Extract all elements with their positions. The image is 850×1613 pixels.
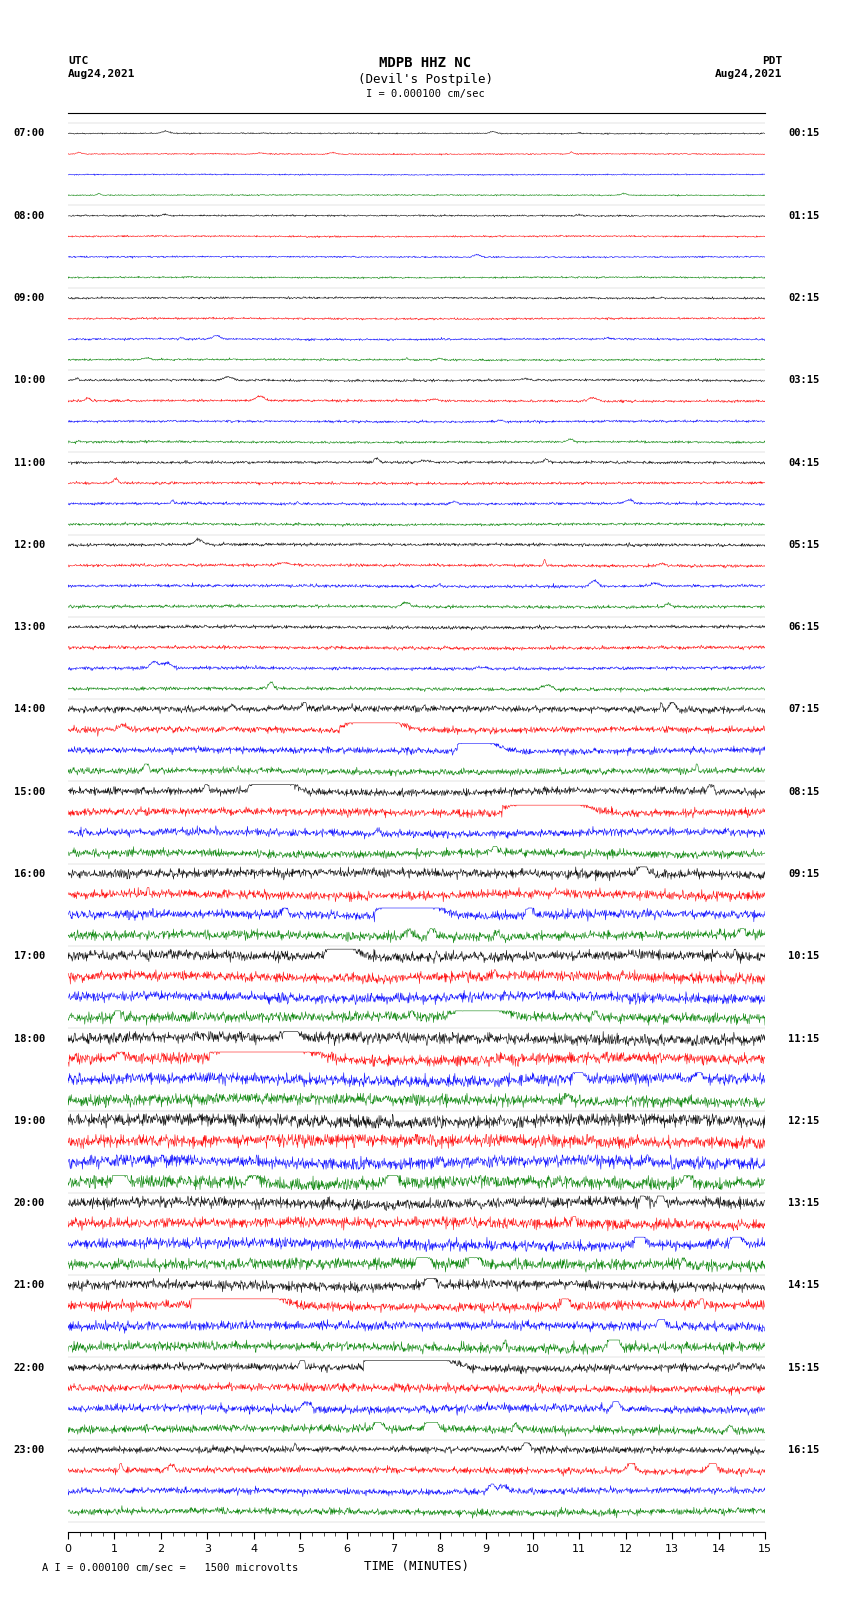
Text: I = 0.000100 cm/sec: I = 0.000100 cm/sec xyxy=(366,89,484,98)
Text: 20:00: 20:00 xyxy=(14,1198,45,1208)
Text: 11:00: 11:00 xyxy=(14,458,45,468)
Text: 02:15: 02:15 xyxy=(788,294,819,303)
Text: 04:15: 04:15 xyxy=(788,458,819,468)
X-axis label: TIME (MINUTES): TIME (MINUTES) xyxy=(364,1560,469,1573)
Text: 13:00: 13:00 xyxy=(14,623,45,632)
Text: 11:15: 11:15 xyxy=(788,1034,819,1044)
Text: 19:00: 19:00 xyxy=(14,1116,45,1126)
Text: 17:00: 17:00 xyxy=(14,952,45,961)
Text: 08:00: 08:00 xyxy=(14,211,45,221)
Text: Aug24,2021: Aug24,2021 xyxy=(68,69,135,79)
Text: 05:15: 05:15 xyxy=(788,540,819,550)
Text: A I = 0.000100 cm/sec =   1500 microvolts: A I = 0.000100 cm/sec = 1500 microvolts xyxy=(42,1563,298,1573)
Text: 22:00: 22:00 xyxy=(14,1363,45,1373)
Text: 15:00: 15:00 xyxy=(14,787,45,797)
Text: 06:15: 06:15 xyxy=(788,623,819,632)
Text: MDPB HHZ NC: MDPB HHZ NC xyxy=(379,56,471,71)
Text: 10:15: 10:15 xyxy=(788,952,819,961)
Text: 03:15: 03:15 xyxy=(788,376,819,386)
Text: (Devil's Postpile): (Devil's Postpile) xyxy=(358,73,492,85)
Text: 07:00: 07:00 xyxy=(14,129,45,139)
Text: 21:00: 21:00 xyxy=(14,1281,45,1290)
Text: 14:15: 14:15 xyxy=(788,1281,819,1290)
Text: 09:15: 09:15 xyxy=(788,869,819,879)
Text: 15:15: 15:15 xyxy=(788,1363,819,1373)
Text: Aug24,2021: Aug24,2021 xyxy=(715,69,782,79)
Text: 12:00: 12:00 xyxy=(14,540,45,550)
Text: 23:00: 23:00 xyxy=(14,1445,45,1455)
Text: 07:15: 07:15 xyxy=(788,705,819,715)
Text: 00:15: 00:15 xyxy=(788,129,819,139)
Text: 16:00: 16:00 xyxy=(14,869,45,879)
Text: 08:15: 08:15 xyxy=(788,787,819,797)
Text: 12:15: 12:15 xyxy=(788,1116,819,1126)
Text: 14:00: 14:00 xyxy=(14,705,45,715)
Text: 13:15: 13:15 xyxy=(788,1198,819,1208)
Text: 10:00: 10:00 xyxy=(14,376,45,386)
Text: PDT: PDT xyxy=(762,56,782,66)
Text: 01:15: 01:15 xyxy=(788,211,819,221)
Text: UTC: UTC xyxy=(68,56,88,66)
Text: 16:15: 16:15 xyxy=(788,1445,819,1455)
Text: 18:00: 18:00 xyxy=(14,1034,45,1044)
Text: 09:00: 09:00 xyxy=(14,294,45,303)
